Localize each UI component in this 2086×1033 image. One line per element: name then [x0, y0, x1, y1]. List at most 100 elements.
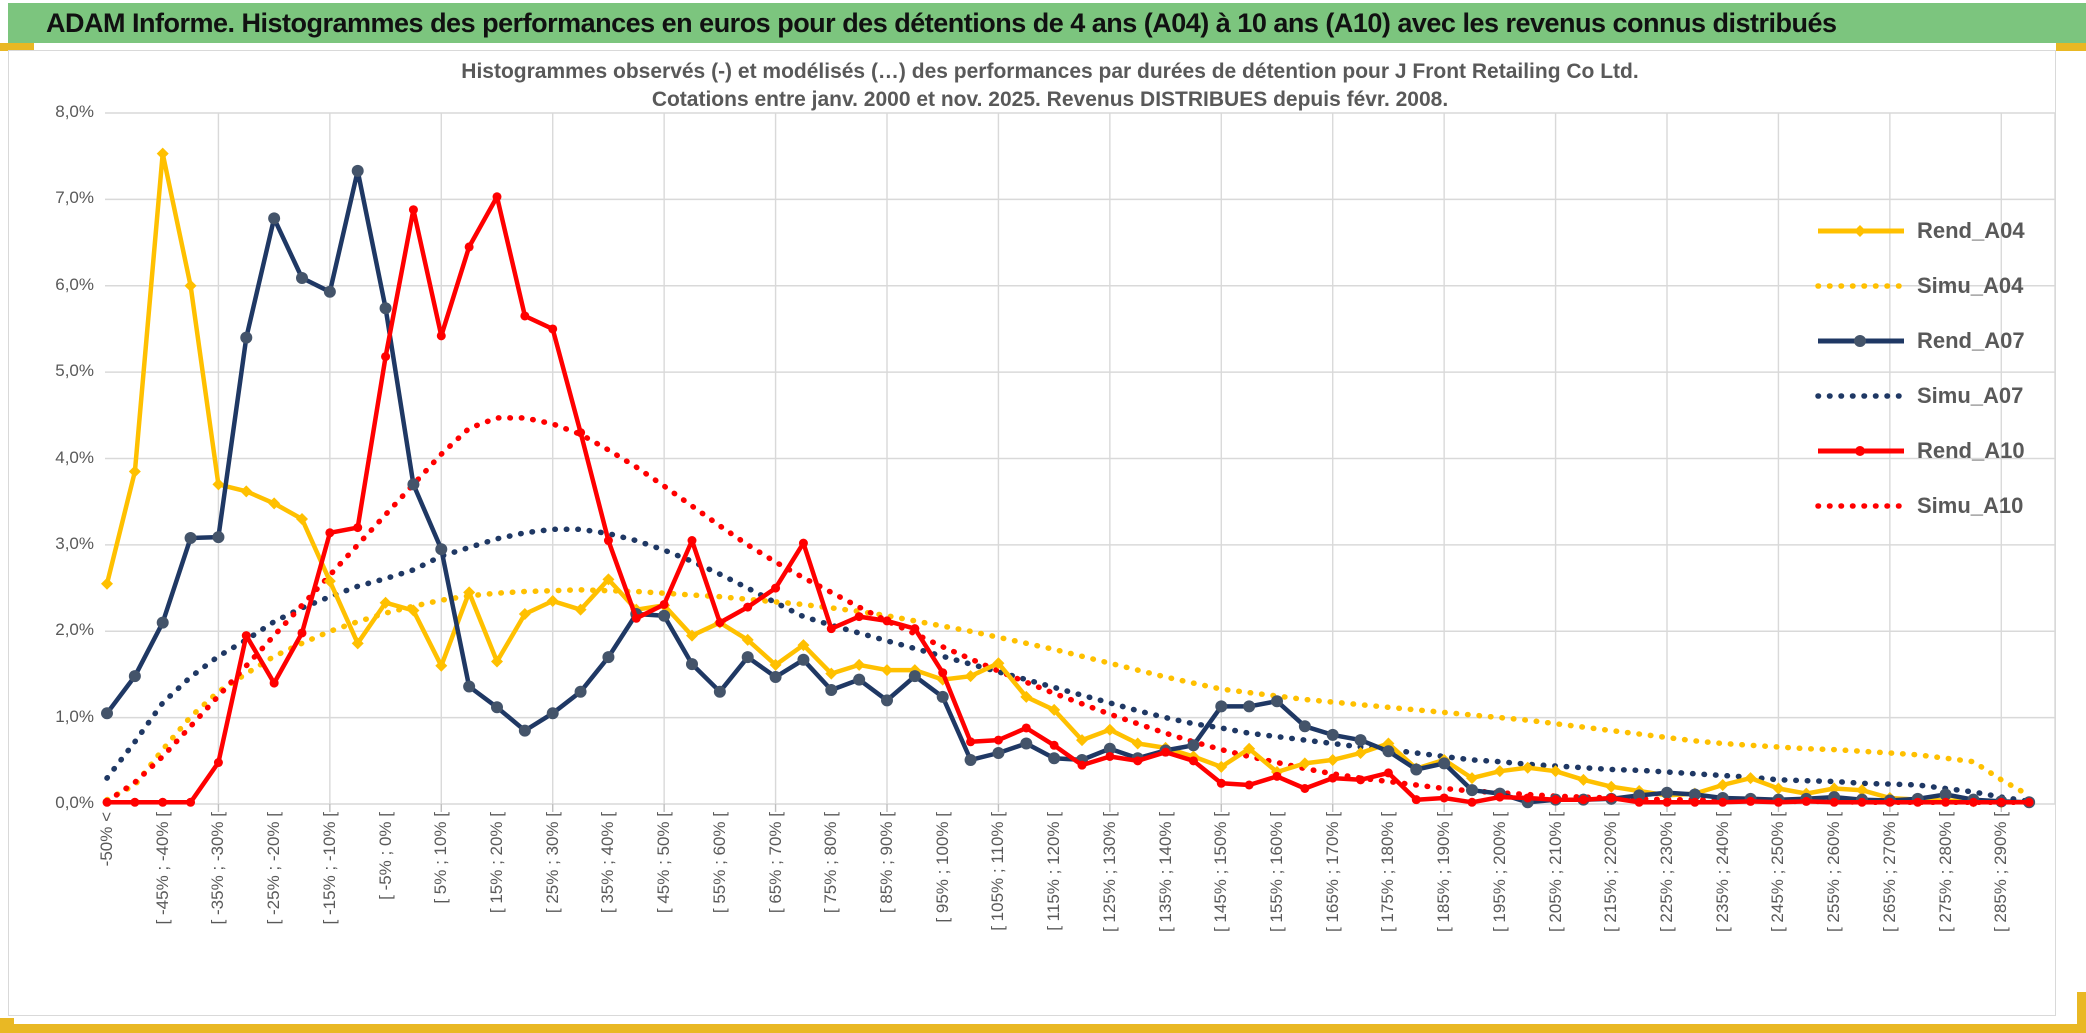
marker-Rend_A10	[1356, 775, 1366, 785]
legend-swatch-Simu_A04	[1815, 283, 1907, 289]
marker-Rend_A10	[603, 536, 613, 546]
marker-Rend_A10	[1105, 751, 1115, 761]
x-axis-label: [ 245% ; 250% [	[1768, 812, 1788, 933]
marker-Rend_A04	[1605, 780, 1618, 793]
marker-Rend_A10	[213, 758, 223, 768]
chart-title: Histogrammes observés (-) et modélisés (…	[300, 58, 1800, 114]
marker-Rend_A07	[407, 478, 420, 491]
title-banner: ADAM Informe. Histogrammes des performan…	[8, 3, 2086, 43]
marker-Rend_A10	[158, 797, 168, 807]
y-axis-label: 1,0%	[55, 706, 94, 726]
marker-Rend_A10	[1216, 778, 1226, 788]
x-axis-label: [ 25% ; 30% [	[542, 812, 562, 914]
x-axis-label: [ 215% ; 220% [	[1601, 812, 1621, 933]
gold-accent-right	[2056, 43, 2086, 51]
legend-swatch-Rend_A10	[1818, 446, 1904, 456]
series-Simu_A04	[104, 587, 2032, 803]
x-axis-label: [ 15% ; 20% [	[487, 812, 506, 914]
marker-Rend_A07	[323, 285, 336, 298]
marker-Rend_A10	[882, 616, 892, 626]
marker-Rend_A04	[853, 658, 866, 671]
marker-Rend_A07	[1326, 728, 1339, 741]
marker-Rend_A07	[1939, 788, 1952, 801]
legend-swatch-Rend_A07	[1818, 335, 1904, 347]
marker-Rend_A04	[1716, 778, 1729, 791]
x-axis-label: [ -45% ; -40% [	[152, 812, 172, 925]
marker-Rend_A07	[713, 685, 726, 698]
marker-Rend_A07	[1215, 700, 1228, 713]
legend-item-Simu_A10: Simu_A10	[1815, 493, 2023, 519]
marker-Rend_A04	[1549, 765, 1562, 778]
marker-Rend_A10	[548, 324, 558, 334]
marker-Rend_A10	[1606, 793, 1616, 803]
marker-Rend_A07	[212, 531, 225, 544]
marker-Rend_A04	[518, 607, 531, 620]
marker-Rend_A04	[1744, 772, 1757, 785]
marker-Rend_A10	[1857, 797, 1867, 807]
marker-Rend_A04	[881, 664, 893, 677]
marker-Rend_A04	[992, 657, 1005, 670]
marker-Rend_A04	[964, 670, 977, 683]
marker-Rend_A10	[1773, 797, 1783, 807]
marker-Rend_A10	[1077, 760, 1087, 770]
marker-Rend_A07	[741, 651, 754, 664]
marker-Rend_A04	[435, 659, 448, 672]
marker-Rend_A04	[351, 637, 364, 650]
marker-Rend_A10	[1746, 796, 1756, 806]
marker-Rend_A04	[1131, 737, 1144, 750]
x-axis-label: [ -25% ; -20% [	[264, 812, 284, 925]
x-axis-label: [ -15% ; -10% [	[319, 812, 339, 925]
marker-Rend_A10	[1411, 795, 1421, 805]
legend-swatch-Rend_A04	[1818, 225, 1904, 237]
legend-swatch-Simu_A07	[1815, 393, 1907, 399]
gold-border-right	[2077, 992, 2086, 1033]
x-axis-label: [ 115% ; 120% [	[1044, 812, 1064, 931]
x-axis-label: [ 185% ; 190% [	[1434, 812, 1454, 933]
series-Rend_A10	[104, 194, 2032, 805]
marker-Rend_A04	[574, 603, 587, 616]
marker-Rend_A10	[659, 599, 669, 609]
marker-Rend_A07	[101, 707, 113, 720]
x-axis-label: [ 275% ; 280% [	[1935, 812, 1955, 933]
marker-Rend_A07	[797, 653, 810, 666]
y-axis-label: 0,0%	[55, 793, 94, 812]
series-Simu_A10	[104, 415, 2032, 806]
x-axis-label: [ 255% ; 260% [	[1824, 812, 1844, 933]
marker-Rend_A07	[268, 212, 281, 225]
marker-Rend_A04	[1828, 782, 1841, 795]
x-axis-label: [ 205% ; 210% [	[1545, 812, 1565, 933]
marker-Rend_A07	[491, 701, 503, 714]
marker-Rend_A07	[1466, 784, 1478, 797]
gold-border-bottom	[0, 1024, 2086, 1033]
marker-Rend_A10	[576, 428, 586, 438]
marker-Rend_A10	[1439, 793, 1449, 803]
marker-Rend_A10	[325, 528, 335, 538]
marker-Rend_A10	[1272, 771, 1282, 781]
legend-item-Simu_A07: Simu_A07	[1815, 383, 2023, 409]
marker-Rend_A04	[546, 595, 559, 608]
marker-Rend_A07	[1271, 695, 1283, 708]
marker-Rend_A04	[491, 655, 503, 668]
marker-Rend_A04	[1076, 734, 1088, 747]
marker-Rend_A04	[1772, 782, 1785, 795]
y-axis-label: 7,0%	[55, 188, 94, 208]
series-Rend_A04	[104, 151, 2032, 805]
x-axis-label: [ 135% ; 140% [	[1155, 812, 1175, 933]
marker-Rend_A07	[379, 302, 392, 315]
marker-Rend_A04	[323, 575, 336, 588]
y-axis-label: 3,0%	[55, 533, 94, 553]
marker-Rend_A04	[602, 573, 615, 586]
marker-Rend_A07	[1661, 786, 1673, 799]
legend-label-Simu_A04: Simu_A04	[1917, 273, 2024, 298]
marker-Rend_A10	[1801, 796, 1811, 806]
marker-Rend_A07	[992, 747, 1005, 760]
marker-Rend_A07	[1382, 745, 1395, 758]
marker-Rend_A10	[1690, 797, 1700, 807]
x-axis-label: [ 85% ; 90% [	[877, 812, 896, 914]
x-axis-label: [ 235% ; 240% [	[1712, 812, 1732, 933]
marker-Rend_A10	[993, 735, 1003, 745]
x-axis-label: [ 95% ; 100% [	[932, 812, 952, 923]
x-axis-label: [ 105% ; 110% [	[988, 812, 1008, 931]
legend-label-Rend_A07: Rend_A07	[1917, 328, 2025, 353]
